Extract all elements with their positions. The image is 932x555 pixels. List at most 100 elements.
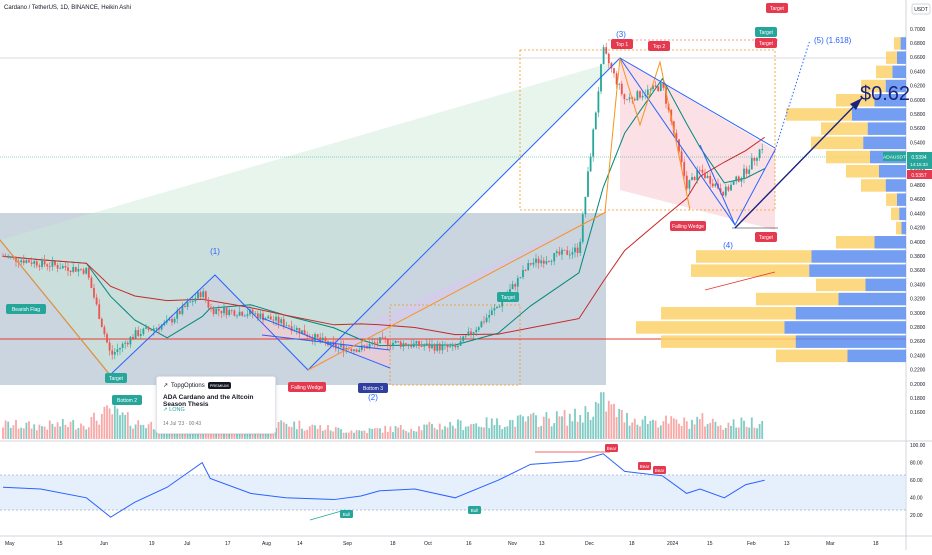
- candle-body: [241, 311, 244, 316]
- candle-body: [594, 112, 597, 130]
- candle-body: [215, 308, 218, 315]
- volume-bar: [275, 427, 277, 439]
- candle-body: [761, 148, 764, 150]
- profile-bar: [836, 236, 875, 249]
- profile-bar: [691, 264, 810, 277]
- candle-body: [334, 343, 337, 349]
- candle-body: [659, 83, 662, 91]
- time-tick-13: 13: [539, 541, 545, 547]
- target-price-label: $0.62: [860, 83, 910, 105]
- candle-body: [462, 336, 465, 342]
- volume-bar: [568, 413, 571, 439]
- candle-body: [691, 176, 693, 181]
- candle-body: [540, 260, 543, 264]
- candle-body: [303, 330, 306, 335]
- candle-body: [519, 277, 522, 279]
- volume-bar: [459, 420, 462, 439]
- volume-bar: [574, 408, 576, 439]
- volume-bar: [418, 426, 420, 439]
- candle-body: [571, 252, 574, 255]
- volume-bar: [436, 429, 439, 439]
- candle-body: [501, 300, 504, 307]
- volume-bar: [706, 424, 709, 439]
- volume-bar: [134, 424, 137, 439]
- last-price-badge[interactable]: ADAUSDT 0.5394 14:15:33 0.5357: [883, 152, 932, 179]
- idea-date: 14 Jul '23 · 00:43: [163, 421, 202, 427]
- candle-body: [186, 302, 189, 307]
- volume-bar: [108, 408, 111, 439]
- candle-body: [498, 306, 501, 308]
- candle-body: [22, 260, 25, 263]
- idea-card[interactable]: ↗ TopgOptions PREMIUM ADA Cardano and th…: [156, 376, 276, 434]
- time-tick-0: May: [5, 541, 15, 547]
- candle-body: [714, 183, 717, 187]
- candle-body: [493, 308, 496, 311]
- candle-body: [173, 318, 176, 323]
- candle-body: [152, 328, 155, 331]
- candle-body: [600, 64, 602, 92]
- volume-bar: [152, 429, 155, 439]
- candle-body: [722, 192, 725, 196]
- volume-bar: [589, 419, 592, 439]
- volume-bar: [38, 424, 41, 439]
- candle-body: [121, 343, 124, 348]
- time-tick-1: 15: [57, 541, 63, 547]
- profile-bar: [892, 65, 906, 79]
- candle-body: [301, 330, 303, 334]
- candle-body: [212, 308, 215, 315]
- volume-bar: [288, 426, 290, 439]
- svg-text:Bottom 3: Bottom 3: [363, 386, 383, 392]
- volume-bar: [33, 424, 36, 439]
- profile-bar: [636, 321, 785, 334]
- candle-body: [730, 184, 732, 191]
- candle-body: [490, 310, 493, 316]
- candle-body: [376, 342, 379, 344]
- volume-bar: [711, 418, 714, 439]
- candle-body: [217, 308, 220, 311]
- volume-bar: [475, 423, 478, 439]
- volume-bar: [600, 392, 602, 439]
- volume-bar: [373, 428, 376, 439]
- candle-body: [704, 172, 706, 178]
- profile-bar: [867, 122, 906, 135]
- volume-bar: [659, 425, 662, 439]
- volume-bar: [410, 428, 413, 439]
- candle-body: [485, 317, 488, 322]
- volume-bar: [761, 421, 764, 439]
- wave-label-5: (5) (1.618): [814, 36, 852, 45]
- candle-body: [319, 337, 322, 341]
- candle-body: [64, 266, 67, 268]
- volume-bar: [69, 421, 72, 439]
- profile-bar: [811, 250, 906, 263]
- volume-bar: [623, 422, 626, 439]
- candle-body: [610, 63, 613, 69]
- time-axis: May 15 Jun 19 Jul 17 Aug 14 Sep 18 Oct 16 Nov 13 Dec 18…: [5, 541, 879, 547]
- candle-body: [553, 253, 556, 262]
- candle-body: [727, 186, 730, 191]
- candle-body: [672, 121, 675, 133]
- candle-body: [748, 169, 751, 174]
- rsi-bull-tag-2: Bull: [468, 506, 481, 514]
- candle-body: [256, 313, 259, 319]
- candle-body: [451, 344, 454, 347]
- candle-body: [35, 261, 38, 266]
- candle-body: [735, 176, 738, 182]
- volume-bar: [514, 426, 517, 439]
- candle-body: [511, 284, 514, 290]
- time-tick-15: 18: [629, 541, 635, 547]
- svg-text:Bull: Bull: [343, 512, 351, 517]
- volume-bar: [124, 414, 127, 439]
- candle-body: [295, 327, 298, 331]
- candle-body: [657, 86, 660, 91]
- candle-body: [542, 260, 545, 264]
- candle-body: [9, 256, 12, 258]
- volume-bar: [529, 414, 532, 439]
- candle-body: [477, 327, 480, 330]
- candle-body: [311, 337, 314, 341]
- time-tick-16: 2024: [667, 541, 678, 547]
- volume-bar: [376, 428, 379, 439]
- time-tick-7: 14: [297, 541, 303, 547]
- svg-text:Bear: Bear: [607, 446, 617, 451]
- volume-bar: [519, 414, 522, 439]
